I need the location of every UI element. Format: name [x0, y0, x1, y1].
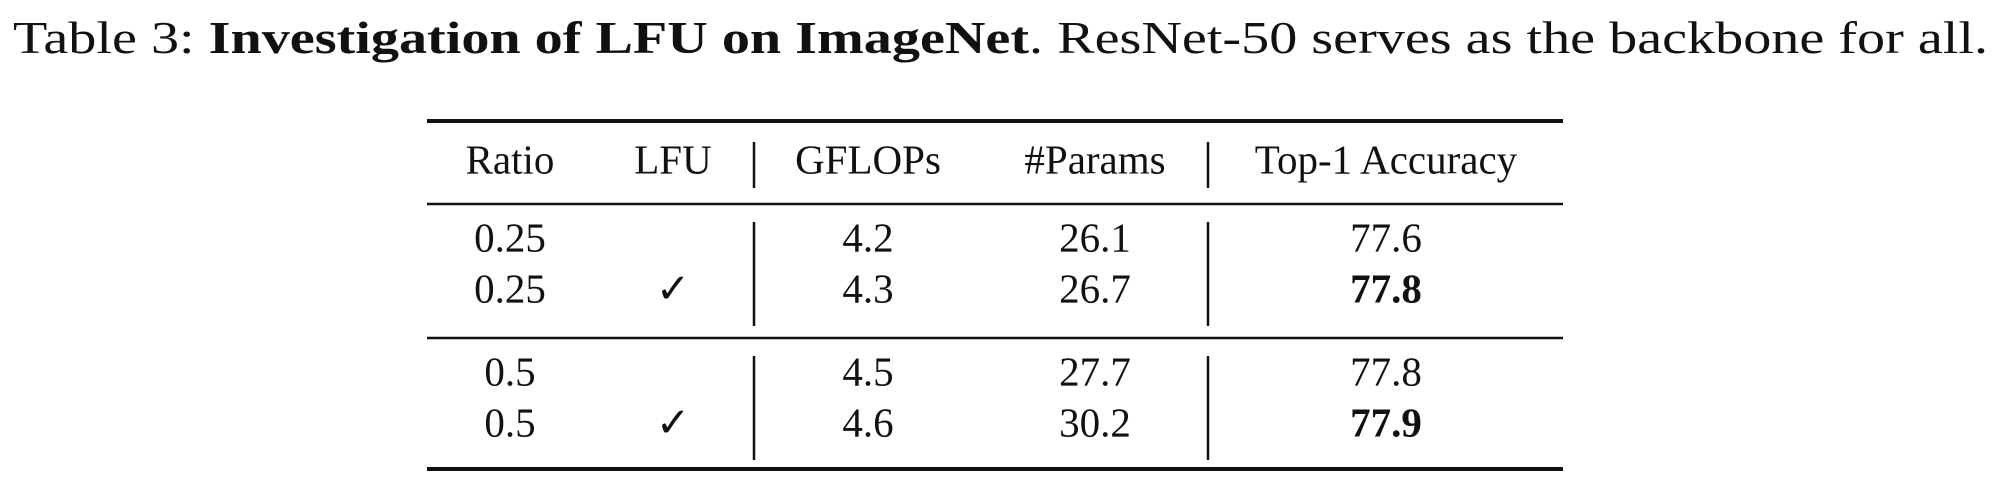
caption-title: Investigation of LFU on ImageNet: [209, 12, 1030, 63]
caption: Table 3: Investigation of LFU on ImageNe…: [13, 12, 1988, 63]
body-cell: ✓: [656, 265, 690, 311]
body-cell: 4.2: [842, 214, 893, 260]
body-cell: 30.2: [1059, 399, 1131, 445]
header-cell: #Params: [1024, 136, 1165, 182]
header-cell: Ratio: [466, 136, 555, 182]
body-cell: 27.7: [1059, 348, 1131, 394]
body-cell: 0.5: [484, 399, 535, 445]
body-cell: 26.1: [1059, 214, 1131, 260]
body-cell: 0.25: [474, 214, 546, 260]
header-cell: GFLOPs: [795, 136, 941, 182]
body-cell: 4.3: [842, 265, 893, 311]
body-cell: 26.7: [1059, 265, 1131, 311]
header-cell: LFU: [634, 136, 711, 182]
body-cell: 0.25: [474, 265, 546, 311]
header-cell: Top-1 Accuracy: [1255, 136, 1518, 182]
body-cell: 4.5: [842, 348, 893, 394]
body-cell: 77.8: [1350, 265, 1422, 311]
caption-label: Table 3:: [13, 12, 209, 63]
body-cell: 4.6: [842, 399, 893, 445]
body-cell: 77.6: [1350, 214, 1422, 260]
caption-text: . ResNet-50 serves as the backbone for a…: [1029, 12, 1988, 63]
body-cell: 77.9: [1350, 399, 1422, 445]
body-cell: 0.5: [484, 348, 535, 394]
body-cell: 77.8: [1350, 348, 1422, 394]
body-cell: ✓: [656, 399, 690, 445]
